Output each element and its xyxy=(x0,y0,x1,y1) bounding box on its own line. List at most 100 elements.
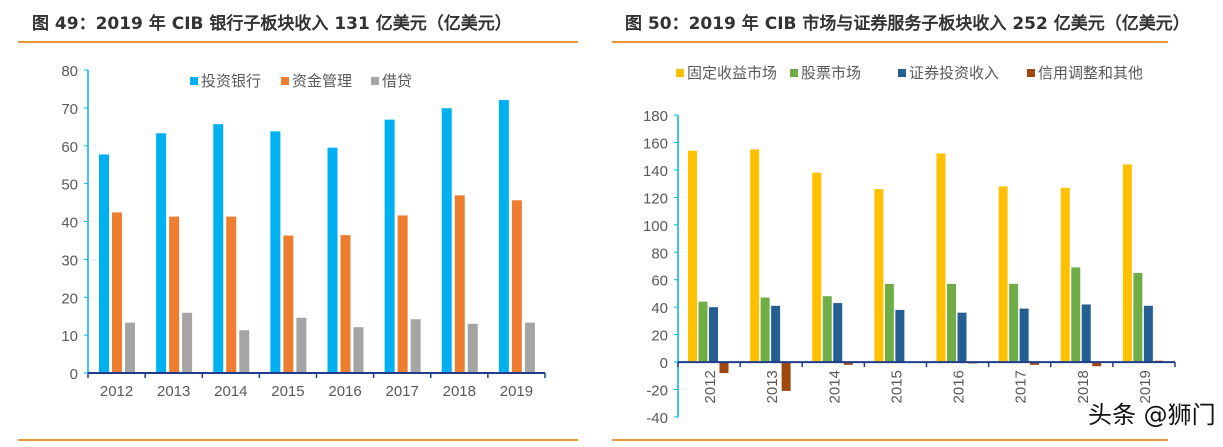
legend-label: 证券投资收入 xyxy=(909,64,999,82)
bar-2015-固定收益市场 xyxy=(874,189,884,363)
bar-2017-借贷 xyxy=(410,319,421,373)
chart-2-title: 图 50：2019 年 CIB 市场与证券服务子板块收入 252 亿美元（亿美元… xyxy=(625,14,1190,34)
x-tick-label: 2013 xyxy=(764,370,781,403)
legend-label: 信用调整和其他 xyxy=(1038,64,1143,82)
bar-2016-资金管理 xyxy=(340,235,351,373)
bar-2019-投资银行 xyxy=(498,99,509,373)
x-tick-label: 2018 xyxy=(1075,370,1092,403)
bar-2019-资金管理 xyxy=(511,200,522,373)
y-tick-label: 100 xyxy=(643,218,668,235)
bar-2018-借贷 xyxy=(467,323,478,373)
bar-2017-投资银行 xyxy=(384,119,395,374)
y-tick-label: 20 xyxy=(651,328,668,345)
divider xyxy=(612,439,1168,441)
y-tick-label: 60 xyxy=(61,139,78,156)
y-tick-label: 40 xyxy=(61,215,78,232)
x-tick-label: 2015 xyxy=(271,383,304,400)
bar-2015-证券投资收入 xyxy=(895,309,905,363)
bar-2013-借贷 xyxy=(182,312,193,373)
bar-2014-股票市场 xyxy=(822,296,832,363)
x-tick-label: 2013 xyxy=(157,383,190,400)
legend-label: 投资银行 xyxy=(201,72,261,90)
divider xyxy=(18,439,578,441)
bar-2017-信用调整和其他 xyxy=(1030,362,1040,365)
x-tick-label: 2017 xyxy=(1013,370,1030,403)
x-tick-label: 2012 xyxy=(100,383,133,400)
bar-2017-固定收益市场 xyxy=(998,186,1008,363)
x-tick-label: 2016 xyxy=(951,370,968,403)
legend-swatch xyxy=(898,69,906,77)
bar-2018-固定收益市场 xyxy=(1060,187,1070,363)
legend-swatch xyxy=(371,77,379,85)
x-tick-label: 2018 xyxy=(443,383,476,400)
bar-2016-投资银行 xyxy=(327,147,338,373)
y-tick-label: 30 xyxy=(61,252,78,269)
bar-2016-股票市场 xyxy=(947,283,956,363)
x-tick-label: 2017 xyxy=(386,383,419,400)
x-tick-label: 2012 xyxy=(702,370,719,403)
y-tick-label: 180 xyxy=(643,108,668,125)
bar-2019-证券投资收入 xyxy=(1143,305,1153,363)
y-tick-label: 140 xyxy=(643,163,668,180)
legend-swatch xyxy=(1027,69,1035,77)
legend-swatch xyxy=(790,69,798,77)
legend-label: 股票市场 xyxy=(801,64,861,82)
y-tick-label: 50 xyxy=(61,177,78,194)
bar-2014-固定收益市场 xyxy=(812,172,822,363)
bar-2015-投资银行 xyxy=(270,131,281,373)
bar-2012-资金管理 xyxy=(112,212,122,373)
legend-swatch xyxy=(676,69,684,77)
y-tick-label: 160 xyxy=(643,135,668,152)
legend-swatch xyxy=(281,77,289,85)
y-tick-label: 70 xyxy=(61,101,78,118)
bar-2013-信用调整和其他 xyxy=(781,362,791,391)
y-tick-label: 60 xyxy=(651,273,668,290)
divider xyxy=(612,41,1168,43)
bar-2014-投资银行 xyxy=(213,124,224,373)
bar-2017-股票市场 xyxy=(1009,283,1019,363)
x-tick-label: 2015 xyxy=(888,370,905,403)
bar-2018-股票市场 xyxy=(1071,267,1081,363)
bar-2014-证券投资收入 xyxy=(833,303,843,363)
x-tick-label: 2019 xyxy=(500,383,533,400)
chart-1-title: 图 49：2019 年 CIB 银行子板块收入 131 亿美元（亿美元） xyxy=(32,14,512,34)
legend-label: 资金管理 xyxy=(292,72,352,90)
legend-label: 固定收益市场 xyxy=(687,64,777,82)
bar-2012-股票市场 xyxy=(698,301,708,363)
bar-2016-证券投资收入 xyxy=(957,312,967,363)
watermark: 头条 @狮门 xyxy=(1088,401,1216,429)
bar-2013-固定收益市场 xyxy=(750,149,760,363)
bar-2018-证券投资收入 xyxy=(1081,304,1091,363)
bar-2013-资金管理 xyxy=(169,216,180,373)
bar-2018-投资银行 xyxy=(441,108,452,373)
legend-swatch xyxy=(190,77,198,85)
bar-2017-证券投资收入 xyxy=(1019,308,1029,363)
x-tick-label: 2014 xyxy=(826,370,843,403)
y-tick-label: 10 xyxy=(61,328,78,345)
bar-2015-借贷 xyxy=(296,317,307,373)
y-tick-label: 40 xyxy=(651,300,668,317)
bar-2019-固定收益市场 xyxy=(1122,164,1132,363)
bar-2012-固定收益市场 xyxy=(688,150,697,363)
bar-2019-借贷 xyxy=(524,322,535,373)
bar-2013-股票市场 xyxy=(760,297,770,363)
y-tick-label: 120 xyxy=(643,190,668,207)
bar-2013-投资银行 xyxy=(156,133,167,373)
bar-2012-投资银行 xyxy=(99,154,109,373)
x-tick-label: 2016 xyxy=(328,383,361,400)
x-tick-label: 2014 xyxy=(214,383,247,400)
bar-2017-资金管理 xyxy=(397,215,408,373)
bar-2015-资金管理 xyxy=(283,235,294,373)
y-tick-label: -20 xyxy=(646,383,668,400)
bar-2018-资金管理 xyxy=(454,195,465,373)
y-tick-label: 0 xyxy=(70,366,78,383)
bar-2014-借贷 xyxy=(239,330,250,373)
bar-2014-资金管理 xyxy=(226,216,237,373)
bar-2013-证券投资收入 xyxy=(771,305,781,363)
y-tick-label: 80 xyxy=(651,245,668,262)
x-tick-label: 2019 xyxy=(1137,370,1154,403)
bar-2018-信用调整和其他 xyxy=(1092,362,1102,367)
y-tick-label: 0 xyxy=(660,355,668,372)
bar-2014-信用调整和其他 xyxy=(843,362,853,365)
